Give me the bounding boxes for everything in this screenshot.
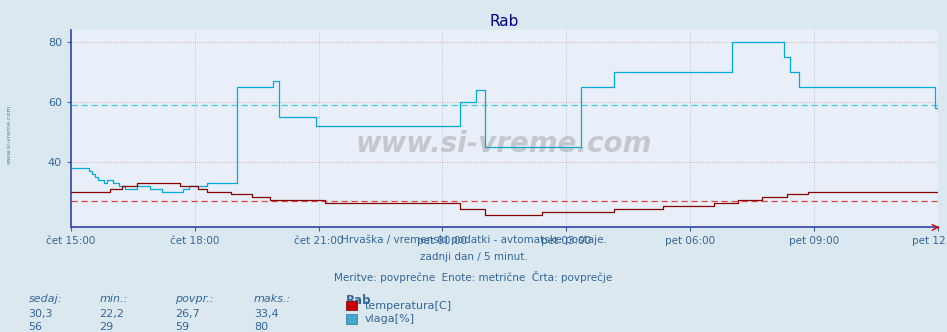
Text: 22,2: 22,2 [99,309,124,319]
Text: vlaga[%]: vlaga[%] [365,314,415,324]
Text: 80: 80 [254,322,268,332]
Text: Rab: Rab [346,294,371,307]
Text: 29: 29 [99,322,114,332]
Text: maks.:: maks.: [254,294,291,304]
Text: www.si-vreme.com: www.si-vreme.com [7,105,12,164]
Text: zadnji dan / 5 minut.: zadnji dan / 5 minut. [420,252,527,262]
Text: Hrvaška / vremenski podatki - avtomatske postaje.: Hrvaška / vremenski podatki - avtomatske… [341,234,606,245]
Text: min.:: min.: [99,294,128,304]
Title: Rab: Rab [490,14,519,29]
Text: 59: 59 [175,322,189,332]
Text: Meritve: povprečne  Enote: metrične  Črta: povprečje: Meritve: povprečne Enote: metrične Črta:… [334,271,613,283]
Text: 56: 56 [28,322,43,332]
Text: temperatura[C]: temperatura[C] [365,301,452,311]
Text: 33,4: 33,4 [254,309,278,319]
Text: www.si-vreme.com: www.si-vreme.com [356,130,652,158]
Text: 30,3: 30,3 [28,309,53,319]
Text: 26,7: 26,7 [175,309,200,319]
Text: sedaj:: sedaj: [28,294,62,304]
Text: povpr.:: povpr.: [175,294,214,304]
